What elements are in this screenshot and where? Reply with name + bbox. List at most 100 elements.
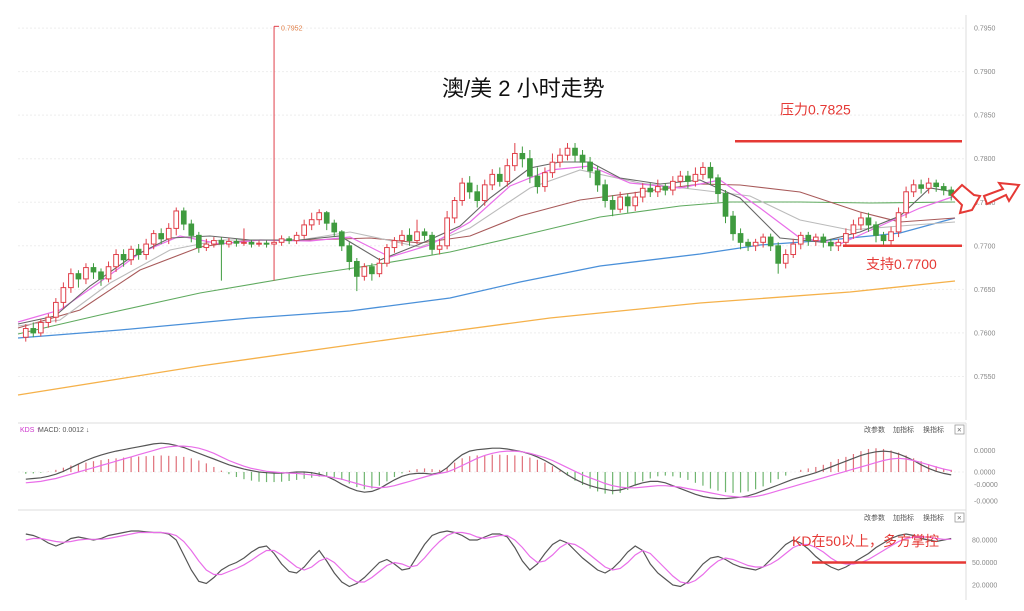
- candle-body: [338, 231, 345, 247]
- candle-body: [120, 254, 127, 261]
- candle: [384, 244, 390, 267]
- candle-body: [760, 236, 766, 243]
- candle-body: [850, 224, 857, 235]
- candle: [406, 228, 413, 246]
- candle: [858, 212, 864, 231]
- candle: [685, 170, 691, 189]
- candle: [263, 240, 270, 248]
- candle-body: [188, 223, 195, 236]
- candle-body: [910, 184, 917, 193]
- close-icon[interactable]: ×: [957, 514, 962, 523]
- candle-body: [489, 173, 496, 186]
- candle-body: [278, 238, 285, 243]
- candle-body: [105, 266, 112, 280]
- candle: [241, 228, 247, 246]
- candle-body: [211, 240, 217, 245]
- candle-body: [715, 177, 721, 195]
- candle: [248, 239, 255, 248]
- candle-body: [60, 287, 67, 303]
- candle: [564, 143, 571, 161]
- candle: [745, 238, 751, 252]
- candle-body: [37, 321, 44, 334]
- candle: [662, 183, 669, 196]
- candle-body: [549, 161, 556, 174]
- candle: [293, 231, 300, 245]
- kd-y-tick-label: 80.0000: [972, 538, 997, 545]
- candle-body: [353, 260, 360, 277]
- candle: [910, 179, 917, 198]
- macd-close-button[interactable]: [954, 424, 965, 435]
- candle-body: [722, 193, 729, 217]
- candle: [353, 258, 360, 292]
- candle: [256, 240, 262, 247]
- candle-body: [195, 234, 202, 249]
- candle: [730, 210, 736, 241]
- candle-body: [98, 271, 104, 280]
- candle-body: [933, 182, 940, 188]
- kd-close-button[interactable]: [954, 512, 965, 523]
- ma-orange: [17, 280, 956, 396]
- candle: [542, 167, 548, 192]
- kd-add-indicator-button[interactable]: 加指标: [893, 513, 914, 522]
- candle: [399, 230, 405, 246]
- candle: [173, 207, 180, 236]
- candle-body: [820, 236, 827, 243]
- candle: [677, 170, 684, 187]
- arrow-up-icon: [982, 181, 1021, 206]
- candle-body: [173, 210, 180, 229]
- candle: [143, 238, 149, 260]
- candle-body: [557, 154, 563, 163]
- candle: [75, 270, 82, 288]
- candle-body: [30, 328, 37, 334]
- ma-green: [17, 201, 956, 335]
- kd-k-line: [25, 530, 952, 588]
- candle: [195, 231, 202, 253]
- candle-body: [564, 147, 571, 156]
- candle-body: [376, 262, 383, 275]
- macd-dea-line: [25, 445, 952, 498]
- candle-body: [406, 234, 413, 242]
- candle: [639, 183, 646, 203]
- macd-add-indicator-button[interactable]: 加指标: [893, 425, 914, 434]
- candle-body: [700, 166, 706, 175]
- candle-body: [775, 245, 782, 264]
- candle: [45, 313, 52, 328]
- candle-body: [293, 234, 300, 242]
- candle-body: [165, 227, 172, 240]
- spike-high-label: 0.7952: [281, 25, 303, 32]
- candle: [790, 238, 797, 258]
- candle-body: [647, 187, 654, 193]
- candle: [158, 228, 165, 245]
- macd-edit-params-button[interactable]: 改参数: [864, 425, 885, 434]
- kd-annotation-label: KD在50以上，多方掌控: [792, 533, 939, 549]
- candle: [587, 156, 593, 178]
- candle-body: [301, 224, 307, 236]
- chart-title: 澳/美 2 小时走势: [442, 76, 605, 101]
- kd-edit-params-button[interactable]: 改参数: [864, 513, 885, 522]
- candle-body: [925, 182, 932, 189]
- candle-body: [873, 224, 879, 236]
- candle: [301, 219, 307, 239]
- candle: [812, 233, 819, 246]
- candle: [617, 191, 624, 213]
- candle: [466, 176, 473, 199]
- candle-body: [730, 215, 736, 235]
- candle: [459, 177, 465, 206]
- candle: [150, 230, 157, 250]
- candle: [474, 184, 481, 208]
- candle: [188, 219, 195, 243]
- candle-body: [527, 158, 533, 177]
- candle-body: [654, 186, 661, 193]
- candle-body: [248, 241, 255, 245]
- macd-switch-indicator-button[interactable]: 换指标: [923, 425, 944, 434]
- kd-switch-indicator-button[interactable]: 换指标: [923, 513, 944, 522]
- candle-body: [828, 241, 834, 247]
- candle-body: [391, 240, 398, 249]
- ma-brown: [17, 183, 956, 329]
- candle-body: [685, 175, 691, 182]
- candle: [805, 231, 812, 246]
- candle-body: [308, 219, 315, 226]
- close-icon[interactable]: ×: [957, 426, 962, 435]
- candle-body: [835, 241, 842, 247]
